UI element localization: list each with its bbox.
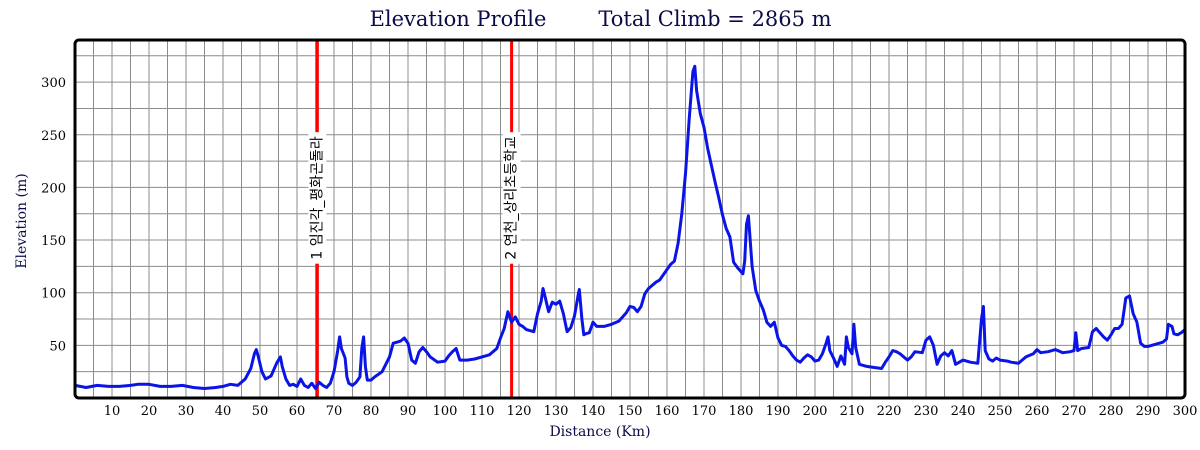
y-axis-label: Elevation (m) xyxy=(14,173,30,268)
elevation-line xyxy=(74,64,1186,390)
waypoint-label-background xyxy=(502,132,521,264)
chart-subtitle: Total Climb = 2865 m xyxy=(598,7,831,31)
x-tick-label: 190 xyxy=(766,404,791,419)
x-tick-label: 120 xyxy=(507,404,532,419)
x-tick-label: 240 xyxy=(951,404,976,419)
chart-title: Elevation Profile xyxy=(370,7,547,31)
x-tick-label: 70 xyxy=(326,404,343,419)
plot-frame xyxy=(73,38,1187,400)
x-tick-label: 280 xyxy=(1099,404,1124,419)
y-tick-label: 100 xyxy=(41,287,66,302)
x-tick-label: 60 xyxy=(289,404,306,419)
x-tick-label: 140 xyxy=(581,404,606,419)
x-tick-label: 220 xyxy=(877,404,902,419)
y-tick-label: 250 xyxy=(41,129,66,144)
x-tick-label: 50 xyxy=(252,404,269,419)
waypoint-label: 2 연천_상리초등학교 xyxy=(504,136,520,260)
x-tick-label: 20 xyxy=(141,404,158,419)
waypoint-markers: 1 임진각_평화곤돌라 2 연천_상리초등학교 xyxy=(308,40,521,398)
x-tick-label: 90 xyxy=(400,404,417,419)
grid-lines xyxy=(75,40,1185,398)
x-tick-label: 30 xyxy=(178,404,195,419)
x-tick-label: 250 xyxy=(988,404,1013,419)
waypoint-label: 1 임진각_평화곤돌라 xyxy=(309,136,325,260)
x-tick-label: 200 xyxy=(803,404,828,419)
y-axis-ticks: 50 100 150 200 250 300 xyxy=(41,76,66,354)
x-tick-label: 270 xyxy=(1062,404,1087,419)
x-tick-label: 230 xyxy=(914,404,939,419)
x-tick-label: 80 xyxy=(363,404,380,419)
y-tick-label: 50 xyxy=(49,339,66,354)
waypoint-label-background xyxy=(308,132,327,264)
x-tick-label: 100 xyxy=(433,404,458,419)
x-tick-label: 210 xyxy=(840,404,865,419)
x-tick-label: 40 xyxy=(215,404,232,419)
x-tick-label: 150 xyxy=(618,404,643,419)
x-tick-label: 300 xyxy=(1173,404,1198,419)
y-tick-label: 150 xyxy=(41,234,66,249)
x-tick-label: 10 xyxy=(104,404,121,419)
x-tick-label: 160 xyxy=(655,404,680,419)
x-tick-label: 260 xyxy=(1025,404,1050,419)
x-tick-label: 130 xyxy=(544,404,569,419)
y-tick-label: 200 xyxy=(41,181,66,196)
x-axis-ticks: 10 20 30 40 50 60 70 80 90 100 110 120 130 140 150 160 1… xyxy=(104,404,1198,419)
x-axis-label: Distance (Km) xyxy=(549,424,650,440)
x-tick-label: 180 xyxy=(729,404,754,419)
x-tick-label: 170 xyxy=(692,404,717,419)
x-tick-label: 110 xyxy=(470,404,495,419)
y-tick-label: 300 xyxy=(41,76,66,91)
x-tick-label: 290 xyxy=(1136,404,1161,419)
